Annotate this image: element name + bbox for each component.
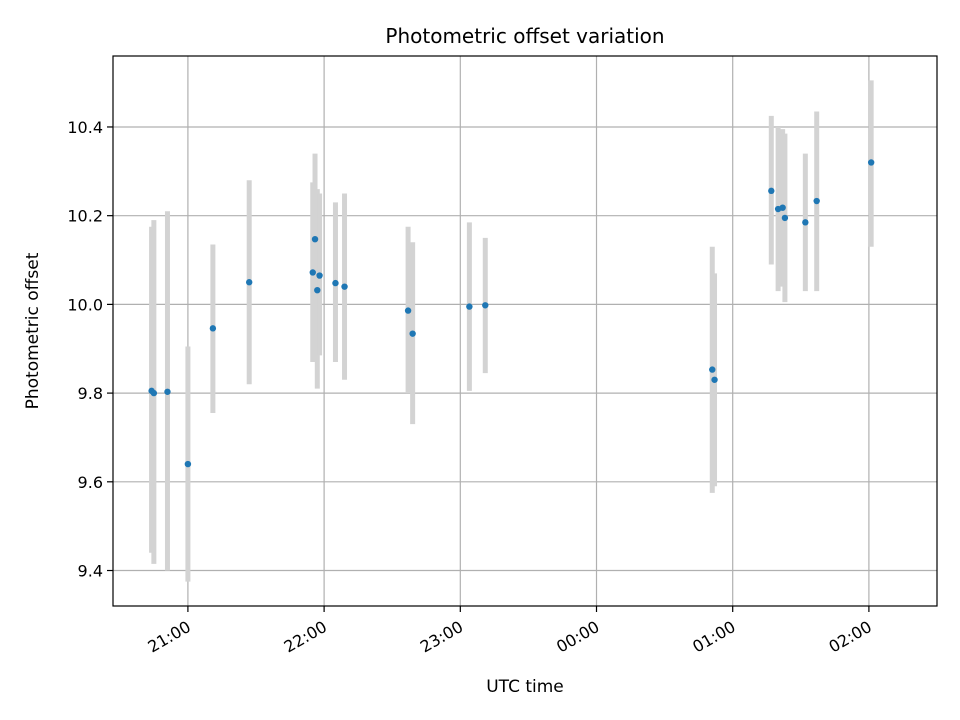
y-tick-label: 9.4 [78,562,103,581]
data-point [245,279,253,286]
plot-area-frame [112,55,938,607]
data-point [466,303,473,310]
data-point [781,214,789,222]
y-tick-label: 10.2 [67,207,103,226]
data-point [314,286,321,294]
data-point [341,283,348,290]
data-point [150,389,158,397]
y-tick-label: 9.8 [78,384,103,403]
data-point [867,159,875,166]
data-point [482,302,489,309]
data-point [164,388,171,395]
data-point [309,269,316,276]
chart-title: Photometric offset variation [385,24,664,48]
y-tick-label: 10.0 [67,295,103,314]
data-point [779,204,786,211]
x-axis-label: UTC time [486,677,564,697]
y-tick-label: 10.4 [67,118,103,137]
data-point [209,325,217,332]
data-point [813,197,820,205]
data-point [711,376,718,383]
data-point [316,272,323,279]
y-axis-ticks: 9.4 9.6 9.8 10.0 10.2 10.4 [67,118,113,581]
data-point [802,219,809,226]
data-point [311,235,319,243]
data-points [148,159,875,468]
data-point [709,366,716,373]
data-point [332,279,339,287]
y-tick-label: 9.6 [78,473,103,492]
data-point [768,187,775,195]
data-point [409,330,416,337]
data-point [404,307,412,314]
data-point [184,460,192,468]
y-axis-label: Photometric offset [23,252,43,409]
